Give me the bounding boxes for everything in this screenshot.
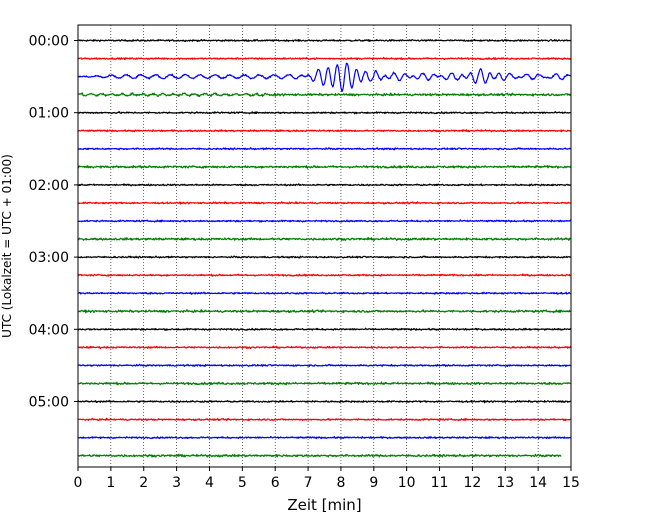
plot-frame — [77, 24, 572, 468]
y-tick-label-05:00: 05:00 — [29, 395, 69, 411]
x-tick-label-11: 11 — [431, 475, 449, 491]
trace-7 — [77, 165, 572, 169]
trace-18 — [77, 363, 572, 367]
y-tick-label-02:00: 02:00 — [29, 178, 69, 194]
trace-1 — [77, 56, 572, 61]
x-tick-label-13: 13 — [496, 475, 514, 491]
trace-15 — [77, 309, 572, 314]
x-tick-label-12: 12 — [463, 475, 481, 491]
trace-23 — [77, 453, 562, 458]
x-tick-label-6: 6 — [271, 475, 280, 491]
x-tick-label-15: 15 — [562, 475, 580, 491]
trace-12 — [77, 255, 572, 259]
x-tick-label-7: 7 — [304, 475, 313, 491]
x-tick-label-0: 0 — [74, 475, 83, 491]
x-tick-label-14: 14 — [529, 475, 547, 491]
trace-21 — [77, 417, 572, 422]
trace-5 — [77, 129, 572, 133]
trace-14 — [77, 291, 572, 295]
x-tick-label-9: 9 — [369, 475, 378, 491]
y-axis-ticks: 00:00 01:00 02:00 03:00 04:00 05:00 — [29, 34, 78, 411]
trace-4 — [77, 110, 572, 115]
y-tick-label-01:00: 01:00 — [29, 106, 69, 122]
trace-2 — [77, 62, 572, 93]
x-axis-ticks: 0 1 2 3 4 5 6 7 8 9 10 11 12 13 14 15 — [74, 467, 580, 491]
trace-6 — [77, 147, 572, 151]
x-tick-label-3: 3 — [172, 475, 181, 491]
x-axis-label: Zeit [min] — [287, 496, 361, 514]
x-tick-label-8: 8 — [336, 475, 345, 491]
x-tick-label-10: 10 — [398, 475, 416, 491]
trace-8 — [77, 183, 572, 187]
y-tick-label-00:00: 00:00 — [29, 34, 69, 50]
trace-9 — [77, 201, 572, 205]
trace-22 — [77, 435, 572, 440]
trace-0 — [77, 38, 572, 43]
x-tick-label-4: 4 — [205, 475, 214, 491]
x-tick-label-1: 1 — [106, 475, 115, 491]
trace-17 — [77, 345, 572, 349]
trace-10 — [77, 219, 572, 223]
x-tick-label-2: 2 — [139, 475, 148, 491]
trace-11 — [77, 237, 572, 241]
x-tick-label-5: 5 — [238, 475, 247, 491]
trace-16 — [77, 327, 572, 331]
seismic-traces — [77, 38, 572, 458]
trace-20 — [77, 399, 572, 404]
trace-19 — [77, 381, 572, 386]
y-axis-label: UTC (Lokalzeit = UTC + 01:00) — [0, 154, 14, 338]
trace-3 — [77, 92, 572, 98]
trace-13 — [77, 273, 572, 277]
y-tick-label-04:00: 04:00 — [29, 322, 69, 338]
y-tick-label-03:00: 03:00 — [29, 250, 69, 266]
